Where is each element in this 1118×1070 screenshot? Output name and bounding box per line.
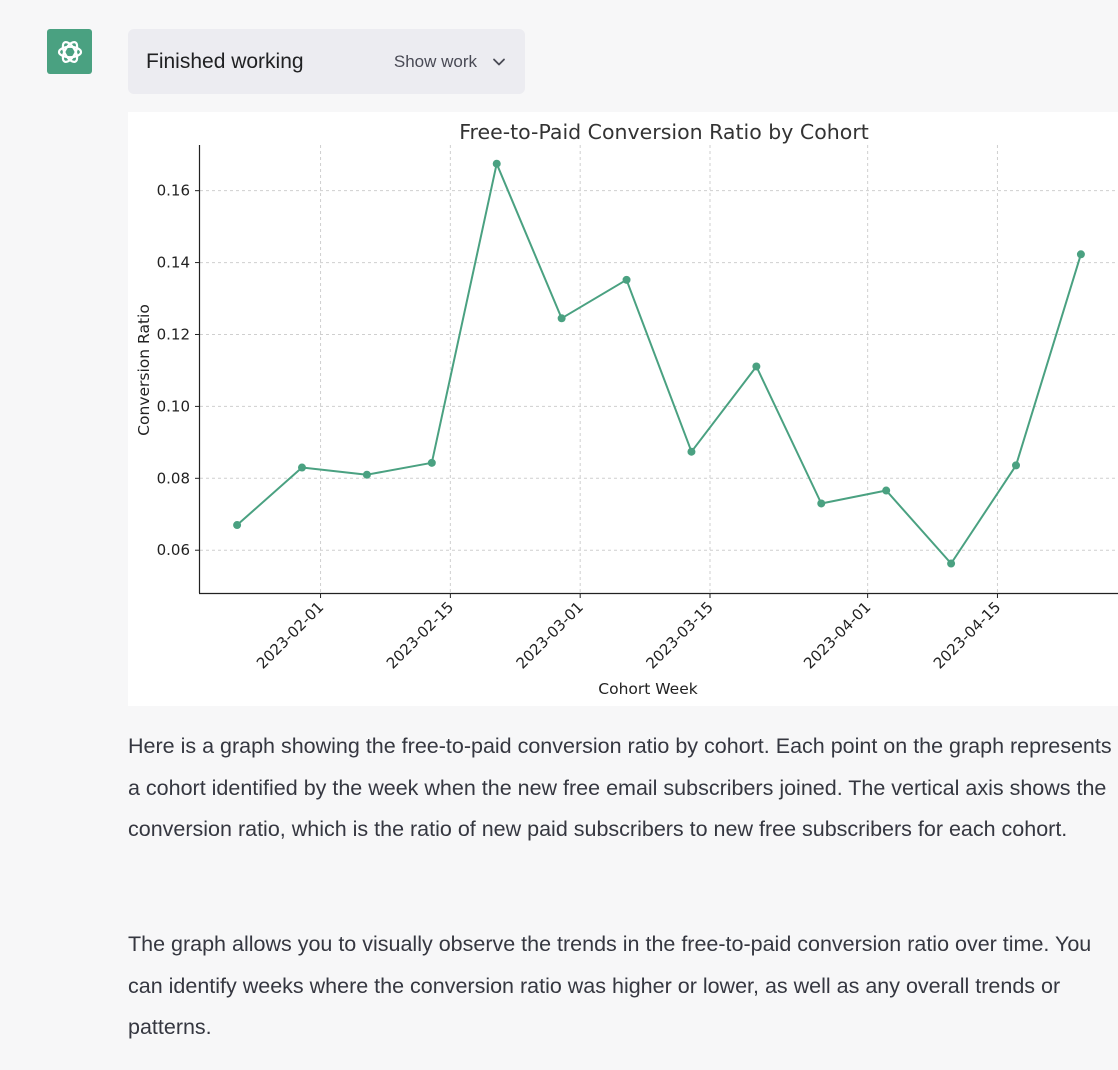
y-tick-label: 0.12 <box>157 325 190 343</box>
data-point <box>362 470 371 479</box>
data-point <box>752 362 761 371</box>
show-work-button[interactable]: Show work <box>394 52 507 72</box>
y-tick-label: 0.06 <box>157 541 190 559</box>
series-line <box>236 162 1082 565</box>
x-tick-label: 2023-03-01 <box>513 598 587 672</box>
data-point <box>1012 461 1020 470</box>
openai-logo-icon <box>57 40 82 63</box>
data-point <box>492 159 501 168</box>
data-point <box>882 486 891 495</box>
y-tick-label: 0.08 <box>157 469 190 487</box>
x-tick-label: 2023-04-15 <box>930 598 1004 672</box>
data-point <box>1076 250 1085 259</box>
work-status-bar: Finished working Show work <box>128 29 525 94</box>
data-point <box>298 463 306 472</box>
data-point <box>687 447 696 456</box>
grid-lines <box>200 145 1118 593</box>
x-tick-label: 2023-04-01 <box>800 598 874 672</box>
data-point <box>427 458 436 467</box>
data-point <box>622 275 631 284</box>
message-paragraph: The graph allows you to visually observe… <box>128 932 1092 1039</box>
show-work-label: Show work <box>393 51 477 71</box>
chevron-down-icon <box>493 58 505 65</box>
y-tick-label: 0.14 <box>157 254 190 272</box>
assistant-avatar <box>47 29 92 74</box>
x-tick-label: 2023-02-01 <box>253 598 327 672</box>
y-axis-label: Conversion Ratio <box>135 304 153 436</box>
x-axis-label: Cohort Week <box>598 680 697 698</box>
chart-container: 0.06 0.08 0.10 0.12 0.14 0.16 2023-02-01 2023-0… <box>128 112 1118 706</box>
data-point <box>947 559 956 568</box>
y-tick-label: 0.16 <box>157 182 190 200</box>
data-point <box>557 314 566 323</box>
x-tick-label: 2023-02-15 <box>383 598 457 672</box>
y-tick-label: 0.10 <box>157 397 190 415</box>
data-point <box>233 521 242 530</box>
x-tick-label: 2023-03-15 <box>642 598 716 672</box>
chart-axes <box>198 145 1118 595</box>
data-point <box>817 499 826 508</box>
chart-title: Free-to-Paid Conversion Ratio by Cohort <box>459 120 869 144</box>
chart-series <box>233 159 1085 568</box>
conversion-ratio-chart: 0.06 0.08 0.10 0.12 0.14 0.16 2023-02-01 2023-0… <box>135 120 1118 698</box>
work-status-text: Finished working <box>146 49 304 73</box>
message-paragraph: Here is a graph showing the free-to-paid… <box>128 734 1112 841</box>
